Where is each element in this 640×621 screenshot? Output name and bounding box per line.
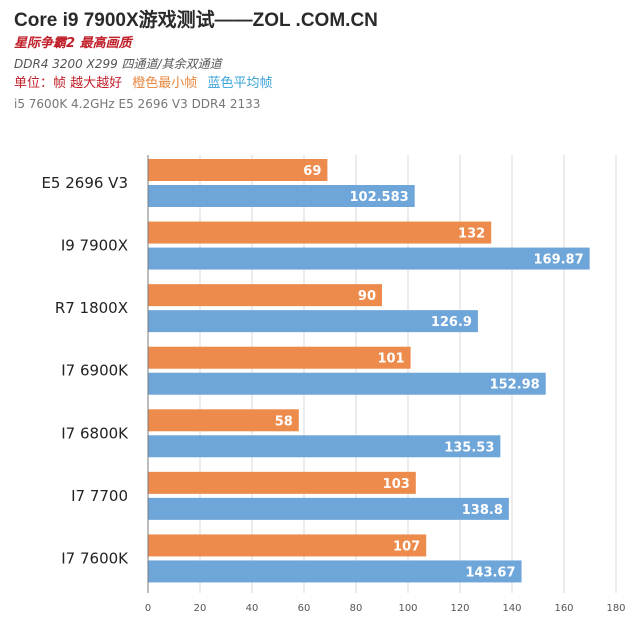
data-label-min-fps: 90 xyxy=(358,289,376,304)
chart-subtitle: 星际争霸2 最高画质 xyxy=(14,36,132,51)
category-label: E5 2696 V3 xyxy=(41,174,128,192)
bar-min-fps xyxy=(148,284,382,307)
x-tick-label: 20 xyxy=(194,603,207,614)
category-label: I7 7700 xyxy=(71,487,128,505)
data-label-min-fps: 107 xyxy=(393,539,420,554)
x-tick-label: 160 xyxy=(554,603,573,614)
bar-min-fps xyxy=(148,409,299,432)
x-tick-label: 80 xyxy=(350,603,363,614)
category-label: I7 6800K xyxy=(61,424,129,442)
bar-min-fps xyxy=(148,346,411,369)
bar-min-fps xyxy=(148,221,492,244)
category-label: R7 1800X xyxy=(55,299,128,317)
bar-avg-fps xyxy=(148,247,590,270)
x-tick-label: 180 xyxy=(606,603,625,614)
bar-avg-fps xyxy=(148,310,478,333)
test-config-text: DDR4 3200 X299 四通道/其余双通道 xyxy=(14,57,222,71)
legend-orange: 橙色最小帧 xyxy=(132,76,198,91)
data-label-min-fps: 69 xyxy=(303,164,321,179)
bar-avg-fps xyxy=(148,497,509,520)
data-label-avg-fps: 126.9 xyxy=(431,315,472,330)
data-label-avg-fps: 152.98 xyxy=(490,378,540,393)
data-label-avg-fps: 102.583 xyxy=(349,190,408,205)
legend-unit: 单位：帧 越大越好 xyxy=(14,76,123,91)
chart-header: Core i9 7900X游戏测试——ZOL .COM.CN 星际争霸2 最高画… xyxy=(14,8,626,114)
bar-avg-fps xyxy=(148,435,501,458)
bar-avg-fps xyxy=(148,560,522,583)
data-label-avg-fps: 135.53 xyxy=(444,440,494,455)
category-label: I7 6900K xyxy=(61,362,129,380)
data-label-avg-fps: 138.8 xyxy=(462,503,503,518)
data-label-min-fps: 101 xyxy=(377,352,404,367)
category-label: I7 7600K xyxy=(61,549,129,567)
data-label-min-fps: 58 xyxy=(275,414,293,429)
x-tick-label: 100 xyxy=(398,603,417,614)
bar-min-fps xyxy=(148,471,416,494)
config-note: i5 7600K 4.2GHz E5 2696 V3 DDR4 2133 xyxy=(14,97,261,111)
x-tick-label: 60 xyxy=(298,603,311,614)
x-tick-label: 140 xyxy=(502,603,521,614)
data-label-avg-fps: 169.87 xyxy=(533,253,583,268)
bar-avg-fps xyxy=(148,185,415,207)
category-label: I9 7900X xyxy=(61,237,128,255)
legend-line: 单位：帧 越大越好 橙色最小帧 蓝色平均帧 xyxy=(14,74,626,94)
data-label-min-fps: 132 xyxy=(458,227,485,242)
data-label-avg-fps: 143.67 xyxy=(465,565,515,580)
chart-title: Core i9 7900X游戏测试——ZOL .COM.CN xyxy=(14,10,378,31)
bar-min-fps xyxy=(148,534,427,557)
x-tick-label: 40 xyxy=(246,603,259,614)
bar-avg-fps xyxy=(148,372,546,395)
x-tick-label: 120 xyxy=(450,603,469,614)
x-tick-label: 0 xyxy=(145,603,151,614)
bar-min-fps xyxy=(148,159,328,181)
legend-blue: 蓝色平均帧 xyxy=(207,76,273,91)
data-label-min-fps: 103 xyxy=(383,477,410,492)
